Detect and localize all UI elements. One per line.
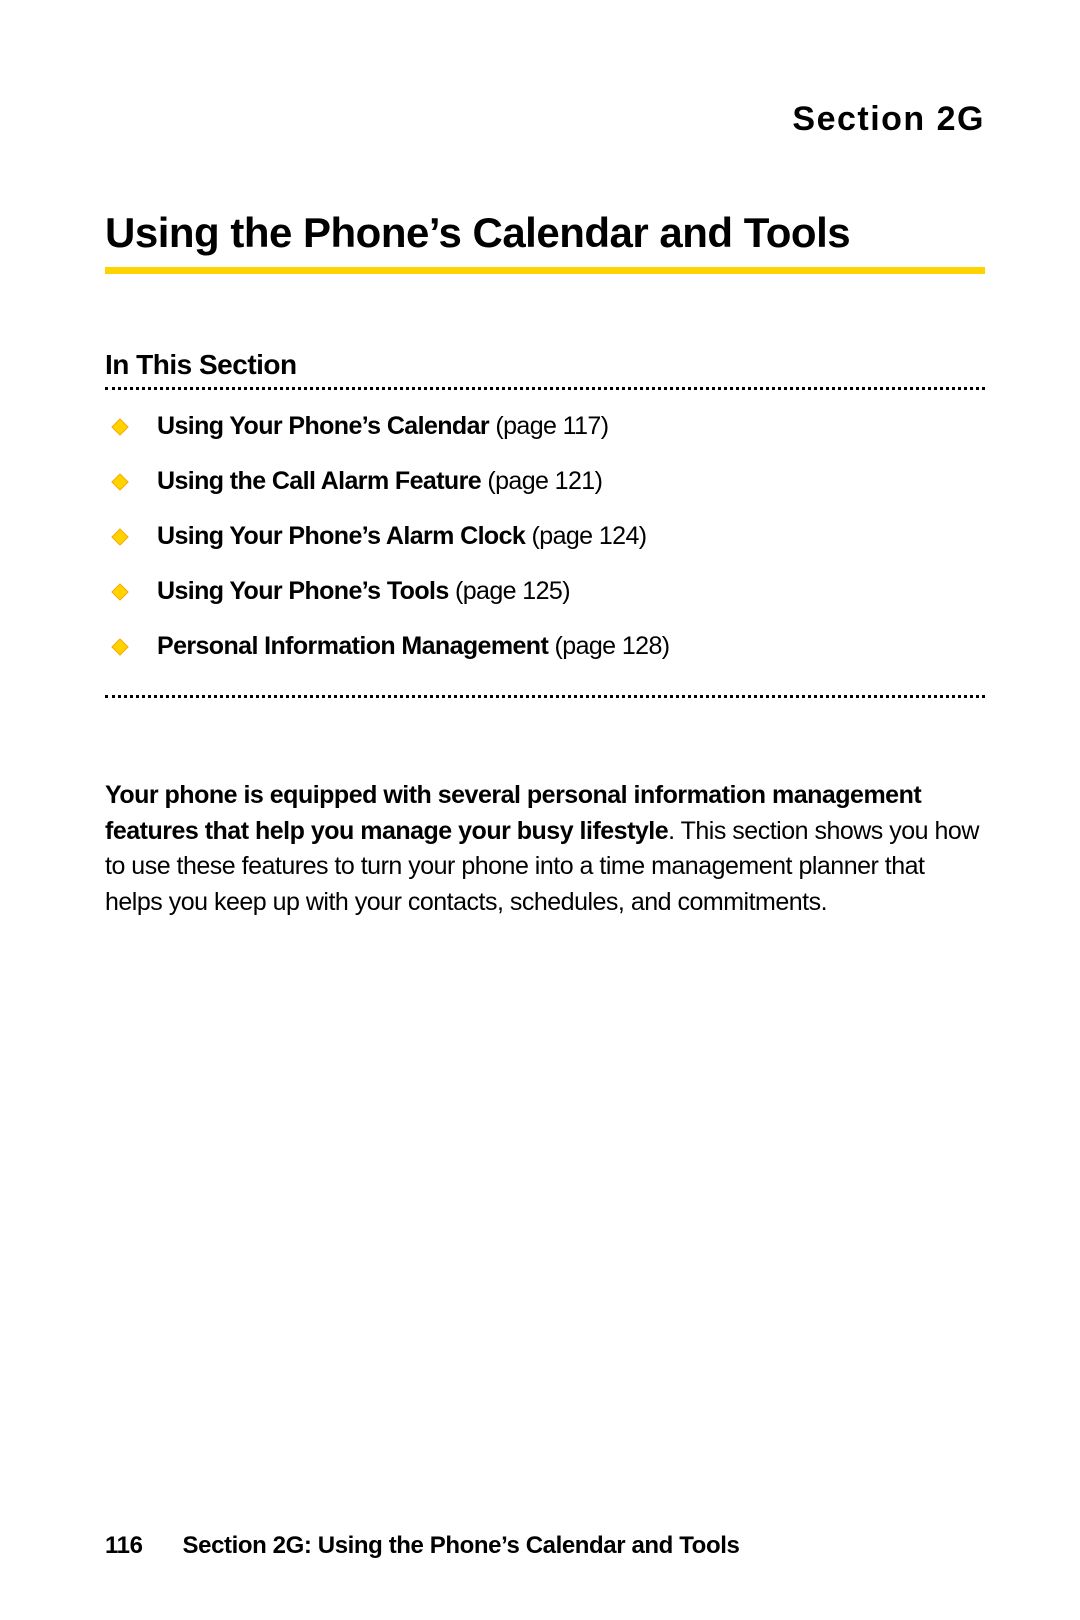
page-footer: 116 Section 2G: Using the Phone’s Calenda… — [105, 1532, 985, 1560]
toc-list: Using Your Phone’s Calendar (page 117)Us… — [105, 412, 985, 698]
diamond-bullet-icon — [111, 583, 129, 601]
toc-item-pageref: (page 121) — [481, 467, 602, 495]
toc-item-pageref: (page 117) — [489, 412, 608, 440]
footer-page-number: 116 — [105, 1532, 143, 1560]
diamond-bullet-icon — [111, 638, 129, 656]
toc-item-pageref: (page 125) — [449, 577, 570, 605]
toc-item-text: Using Your Phone’s Calendar (page 117) — [157, 412, 608, 441]
toc-item-pageref: (page 128) — [548, 632, 669, 660]
toc-item-title: Using Your Phone’s Tools — [157, 577, 449, 605]
toc-item-pageref: (page 124) — [525, 522, 646, 550]
toc-item: Using Your Phone’s Alarm Clock (page 124… — [105, 522, 985, 551]
toc-item-title: Using Your Phone’s Alarm Clock — [157, 522, 525, 550]
body-paragraph: Your phone is equipped with several pers… — [105, 778, 985, 920]
toc-item-text: Using the Call Alarm Feature (page 121) — [157, 467, 602, 496]
toc-item-text: Personal Information Management (page 12… — [157, 632, 669, 661]
section-label: Section 2G — [105, 100, 985, 139]
diamond-bullet-icon — [111, 473, 129, 491]
page-title: Using the Phone’s Calendar and Tools — [105, 209, 985, 274]
diamond-bullet-icon — [111, 528, 129, 546]
toc-item-title: Using Your Phone’s Calendar — [157, 412, 489, 440]
toc-item-text: Using Your Phone’s Alarm Clock (page 124… — [157, 522, 646, 551]
diamond-bullet-icon — [111, 418, 129, 436]
toc-item: Personal Information Management (page 12… — [105, 632, 985, 661]
toc-item: Using Your Phone’s Calendar (page 117) — [105, 412, 985, 441]
toc-item: Using the Call Alarm Feature (page 121) — [105, 467, 985, 496]
toc-item-title: Personal Information Management — [157, 632, 548, 660]
subsection-title: In This Section — [105, 349, 985, 390]
toc-item-text: Using Your Phone’s Tools (page 125) — [157, 577, 570, 606]
footer-text: Section 2G: Using the Phone’s Calendar a… — [183, 1532, 740, 1559]
toc-item: Using Your Phone’s Tools (page 125) — [105, 577, 985, 606]
toc-item-title: Using the Call Alarm Feature — [157, 467, 481, 495]
page-container: Section 2G Using the Phone’s Calendar an… — [0, 0, 1080, 1620]
